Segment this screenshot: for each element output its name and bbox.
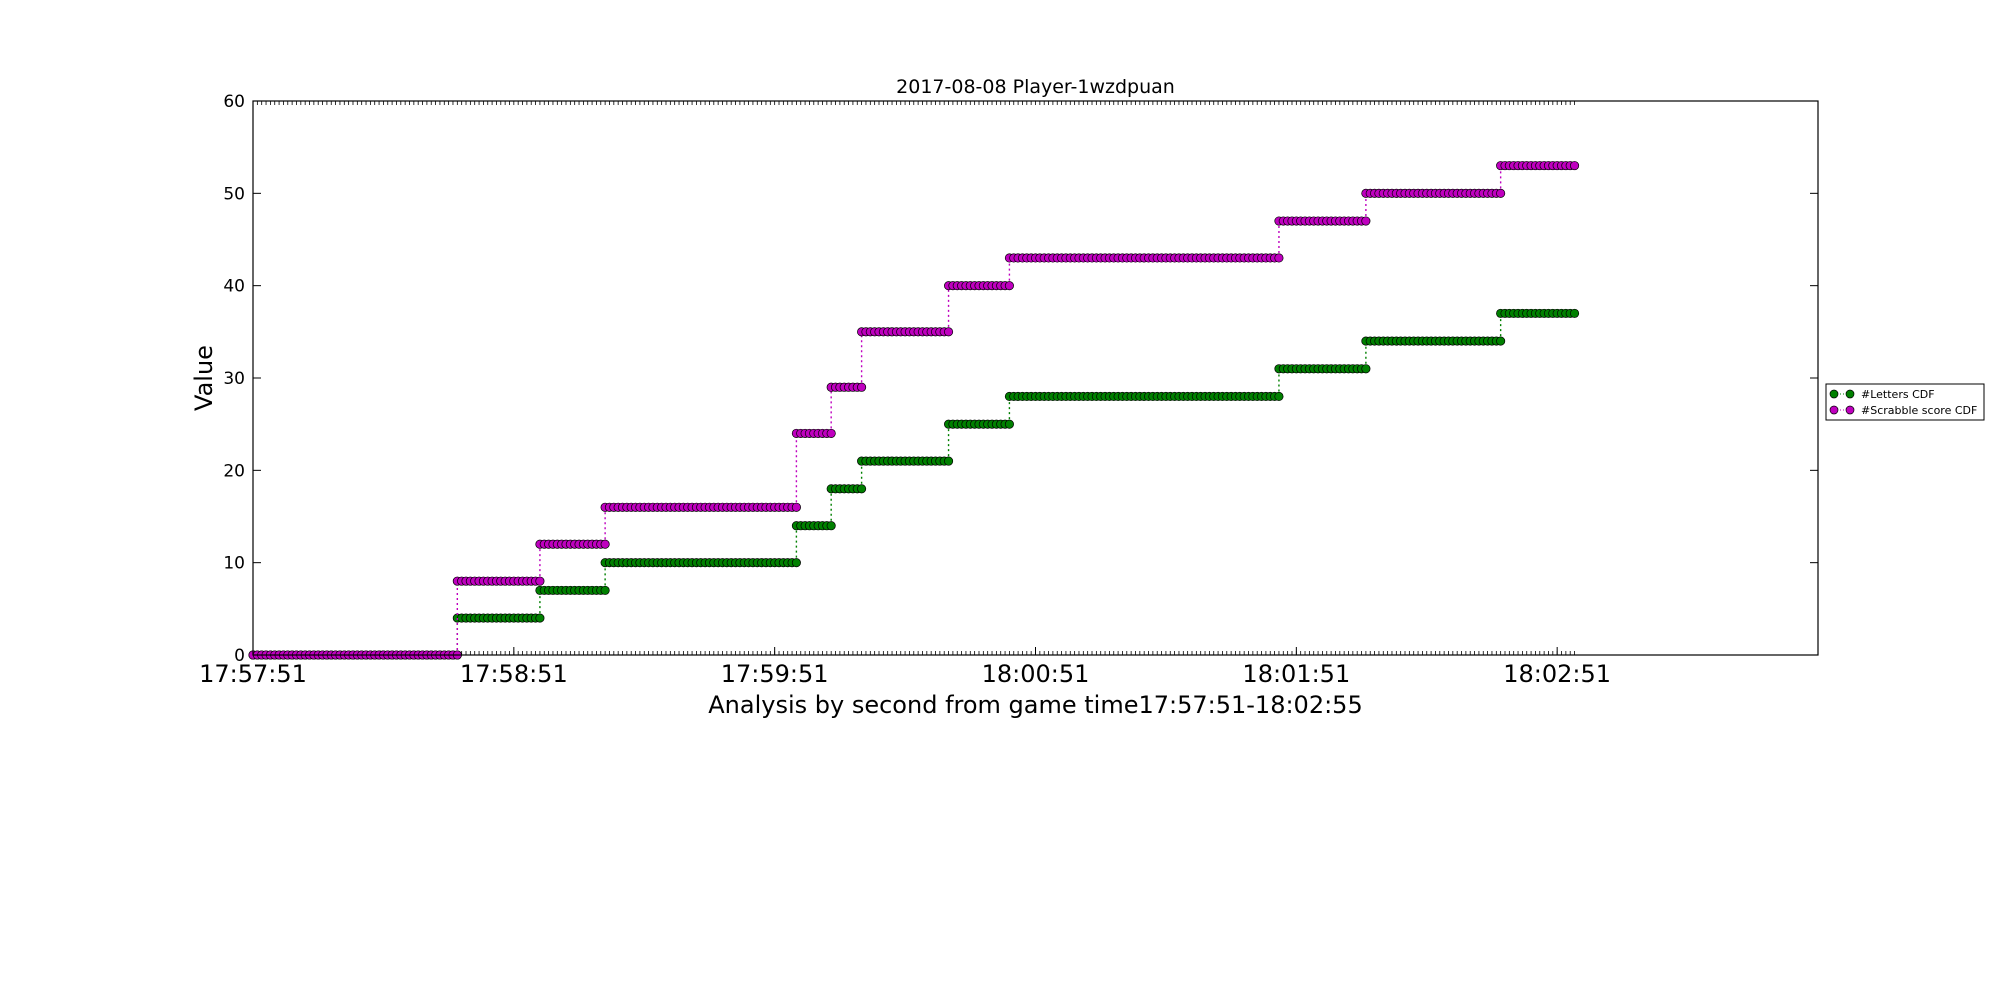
legend-item: #Letters CDF: [1829, 388, 1935, 401]
y-axis-label: Value: [190, 345, 218, 411]
data-point: [535, 613, 545, 623]
axes-frame: [252, 100, 1819, 656]
legend-box: [1825, 383, 1985, 421]
y-tick-label: 30: [223, 369, 245, 389]
x-tick-label: 17:57:51: [199, 660, 307, 688]
data-point: [1274, 253, 1284, 263]
plot-area: 0 10 20 30 40 50 60 17:57:51 17:58:51 17:59:51 18:…: [199, 92, 1819, 688]
x-tick-label: 18:00:51: [982, 660, 1090, 688]
x-tick-label: 18:02:51: [1503, 660, 1611, 688]
x-tick-label: 18:01:51: [1242, 660, 1350, 688]
legend-label: #Letters CDF: [1861, 388, 1935, 401]
legend-label: #Scrabble score CDF: [1861, 404, 1977, 417]
legend-marker: [1829, 405, 1839, 415]
legend-marker: [1829, 389, 1839, 399]
x-axis: 17:57:51 17:58:51 17:59:51 18:00:51 18:01:51…: [199, 647, 1611, 688]
data-point: [1496, 336, 1506, 346]
data-point: [1361, 364, 1371, 374]
legend-marker: [1845, 389, 1855, 399]
y-tick-label: 50: [223, 184, 245, 204]
series-1: [248, 308, 1580, 660]
x-tick-label: 17:59:51: [721, 660, 829, 688]
chart-title: 2017-08-08 Player-1wzdpuan: [896, 76, 1175, 98]
y-tick-label: 10: [223, 554, 245, 574]
y-axis: 0 10 20 30 40 50 60: [223, 92, 1818, 666]
x-tick-label: 17:58:51: [460, 660, 568, 688]
x-axis-label: Analysis by second from game time17:57:5…: [708, 691, 1362, 719]
data-point: [600, 585, 610, 595]
data-point: [1004, 281, 1014, 291]
y-tick-label: 60: [223, 92, 245, 112]
y-tick-label: 20: [223, 461, 245, 481]
legend: #Letters CDF #Scrabble score CDF: [1825, 383, 1985, 421]
data-point: [791, 558, 801, 568]
legend-marker: [1845, 405, 1855, 415]
legend-item: #Scrabble score CDF: [1829, 404, 1977, 417]
data-point: [791, 502, 801, 512]
data-point: [1004, 419, 1014, 429]
data-point: [1274, 391, 1284, 402]
y-tick-label: 0: [234, 646, 245, 666]
data-point: [1570, 161, 1580, 171]
y-tick-label: 40: [223, 277, 245, 297]
data-point: [1570, 308, 1580, 318]
